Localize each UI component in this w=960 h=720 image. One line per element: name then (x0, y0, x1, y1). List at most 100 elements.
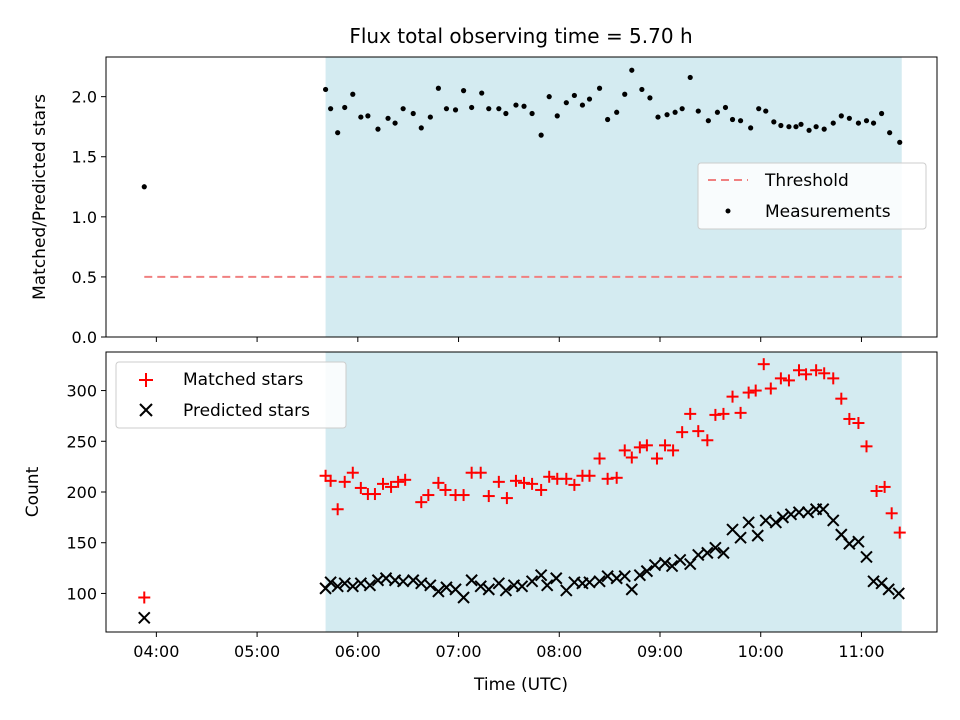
measurement-point (748, 125, 754, 131)
predicted-star-point (440, 581, 453, 594)
predicted-star-point (424, 579, 437, 592)
matched-star-point (878, 480, 891, 493)
measurement-point (897, 139, 903, 145)
matched-star-point (392, 475, 405, 488)
predicted-star-point (396, 575, 410, 588)
measurement-point (705, 118, 711, 124)
measurement-point (887, 130, 893, 136)
matched-star-point (492, 475, 505, 488)
matched-star-point (633, 441, 646, 454)
matched-star-point (535, 483, 548, 496)
bottom-legend: Matched stars Predicted stars (115, 361, 347, 429)
predicted-star-point (769, 516, 783, 529)
x-tick-label: 08:00 (536, 642, 582, 661)
measurement-point (672, 109, 678, 115)
x-tick-label: 04:00 (133, 642, 179, 661)
measurement-point (563, 100, 569, 106)
predicted-star-point (499, 584, 513, 597)
y-tick-label: 0.0 (72, 328, 97, 347)
matched-star-point (338, 475, 351, 488)
y-tick-label: 150 (66, 534, 97, 553)
measurement-point (846, 115, 852, 121)
matched-star-point (870, 484, 883, 497)
matched-star-point (568, 478, 581, 491)
bottom-y-axis-label: Count (23, 466, 43, 517)
matched-star-point (734, 406, 747, 419)
measurement-point (322, 86, 329, 93)
predicted-star-point (852, 535, 865, 548)
matched-star-point (377, 477, 389, 490)
predicted-star-point (618, 569, 631, 583)
matched-star-point (518, 476, 531, 489)
matched-star-point (893, 526, 906, 539)
measurement-point (629, 67, 635, 73)
top-panel: 0.0 0.5 1.0 1.5 2.0 Flux total observing tim… (30, 24, 938, 347)
matched-star-point (726, 390, 739, 403)
top-legend: Threshold Measurements (697, 162, 927, 230)
matched-star-point (640, 439, 653, 452)
predicted-star-point (640, 564, 654, 578)
matched-star-point (843, 412, 856, 425)
predicted-star-point (776, 511, 790, 524)
measurement-point (771, 119, 777, 125)
matched-star-point (543, 470, 556, 483)
measurement-point (586, 96, 593, 102)
measurement-point (655, 114, 661, 120)
y-tick-label: 300 (66, 382, 97, 401)
measurement-point (687, 74, 693, 81)
predicted-star-point (742, 516, 755, 529)
predicted-star-point (465, 574, 478, 587)
matched-star-point (692, 425, 705, 438)
predicted-star-point (692, 548, 705, 562)
measurement-point (870, 120, 877, 126)
legend-matched-label: Matched stars (183, 370, 303, 390)
measurement-point (410, 110, 416, 117)
measurement-point (763, 108, 769, 114)
predicted-star-point (534, 568, 548, 582)
measurement-point (141, 184, 147, 190)
matched-star-point (610, 471, 623, 484)
measurement-point (830, 120, 836, 126)
measurement-point (400, 106, 406, 112)
matched-star-point (852, 417, 865, 430)
matched-star-point (138, 591, 151, 604)
bottom-x-axis-label: Time (UTC) (473, 675, 568, 695)
measurement-point (435, 85, 441, 91)
measurement-point (335, 130, 341, 136)
predicted-star-point (415, 577, 428, 590)
matched-stars-series (138, 358, 906, 604)
predicted-star-point (625, 583, 639, 596)
legend-predicted-swatch (139, 403, 153, 417)
predicted-star-point (482, 583, 495, 596)
measurement-point (737, 118, 744, 124)
measurement-point (521, 103, 527, 109)
matched-star-point (457, 489, 470, 502)
matched-star-point (601, 472, 614, 485)
measurement-point (503, 110, 509, 117)
predicted-star-point (346, 580, 359, 593)
predicted-star-point (583, 576, 596, 589)
matched-star-point (701, 434, 714, 447)
matched-star-point (810, 364, 823, 377)
measurement-point (855, 120, 862, 126)
matched-star-point (331, 503, 344, 516)
x-tick-label: 09:00 (637, 642, 683, 661)
matched-star-point (368, 488, 381, 501)
measurement-point (622, 91, 628, 97)
matched-star-point (827, 372, 840, 385)
measurement-point (798, 121, 804, 127)
matched-star-point (618, 444, 631, 457)
matched-star-point (346, 466, 359, 479)
measurement-point (479, 90, 485, 96)
top-axes-frame (105, 56, 938, 338)
measurement-point (328, 106, 334, 112)
predicted-star-point (717, 546, 730, 560)
predicted-star-point (525, 575, 539, 588)
measurement-point (546, 94, 552, 100)
measurement-point (596, 85, 603, 91)
top-y-axis-label: Matched/Predicted stars (30, 94, 50, 300)
matched-star-point (764, 382, 777, 395)
matched-star-point (439, 483, 452, 496)
x-tick-label: 11:00 (838, 642, 884, 661)
predicted-star-point (550, 572, 563, 585)
